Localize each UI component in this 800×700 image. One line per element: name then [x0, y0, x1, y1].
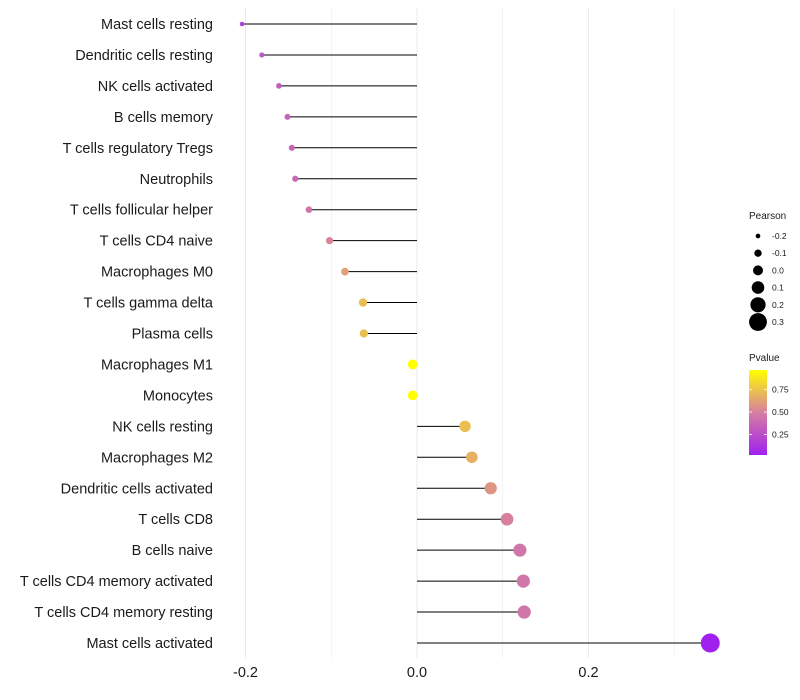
category-label: Mast cells resting [101, 17, 213, 33]
data-point [359, 329, 368, 338]
category-label: NK cells resting [112, 419, 213, 435]
category-label: Macrophages M1 [101, 357, 213, 373]
size-legend-key [749, 313, 767, 331]
y-axis-labels: Mast cells resting Dendritic cells restin… [20, 17, 214, 652]
data-point [407, 390, 418, 401]
size-legend-label: 0.1 [772, 283, 784, 293]
size-legend-key [754, 249, 762, 257]
data-point [325, 237, 334, 245]
color-legend-title: Pvalue [749, 353, 780, 364]
size-legend-key [755, 233, 761, 239]
category-label: T cells CD4 memory resting [34, 605, 213, 621]
x-tick-label: -0.2 [233, 665, 258, 681]
size-legend-key [753, 265, 763, 276]
colorbar-label: 0.75 [772, 385, 789, 395]
size-legend-label: -0.1 [772, 248, 787, 258]
category-label: Mast cells activated [86, 636, 213, 652]
lollipop-points [239, 21, 720, 653]
category-label: Macrophages M2 [101, 450, 213, 466]
category-label: Neutrophils [140, 172, 213, 188]
category-label: B cells naive [132, 543, 213, 559]
data-point [239, 21, 245, 27]
category-label: T cells regulatory Tregs [63, 141, 213, 157]
data-point [259, 52, 265, 58]
data-point [500, 512, 514, 526]
grid-lines [245, 8, 675, 658]
colorbar-label: 0.50 [772, 407, 789, 417]
category-label: NK cells activated [98, 79, 213, 95]
data-point [358, 298, 368, 307]
category-label: Dendritic cells activated [61, 481, 213, 497]
pvalue-colorbar [749, 370, 767, 455]
category-label: T cells CD4 memory activated [20, 574, 213, 590]
data-point [513, 543, 527, 557]
data-point [516, 574, 530, 588]
category-label: Macrophages M0 [101, 265, 213, 281]
category-label: T cells CD4 naive [100, 234, 213, 250]
size-legend-key [750, 297, 766, 313]
x-tick-label: 0.2 [578, 665, 598, 681]
data-point [276, 83, 282, 89]
data-point [700, 633, 720, 653]
size-legend-label: -0.2 [772, 231, 787, 241]
data-point [288, 144, 295, 151]
category-label: Monocytes [143, 388, 213, 404]
size-legend-title: Pearson [749, 211, 786, 222]
data-point [466, 451, 478, 464]
category-label: Dendritic cells resting [75, 48, 213, 64]
category-label: T cells follicular helper [70, 203, 213, 219]
category-label: T cells gamma delta [84, 296, 214, 312]
size-legend-label: 0.2 [772, 300, 784, 310]
data-point [517, 605, 531, 619]
x-tick-label: 0.0 [407, 665, 427, 681]
data-point [459, 420, 471, 433]
legend: Pearson Pvalue -0.2 -0.1 0.0 0.1 0.2 0.3 0.25 0… [749, 211, 789, 455]
data-point [484, 482, 497, 495]
data-point [284, 113, 291, 120]
colorbar-label: 0.25 [772, 429, 789, 439]
data-point [407, 359, 418, 370]
category-label: T cells CD8 [138, 512, 213, 528]
size-legend-label: 0.0 [772, 265, 784, 275]
size-legend-key [751, 281, 765, 294]
lollipop-segments [242, 23, 711, 644]
category-label: B cells memory [114, 110, 214, 126]
data-point [292, 175, 299, 182]
size-legend-label: 0.3 [772, 317, 784, 327]
category-label: Plasma cells [132, 327, 213, 343]
x-axis-labels: -0.2 0.0 0.2 [233, 665, 599, 681]
data-point [341, 267, 349, 276]
data-point [305, 206, 313, 214]
